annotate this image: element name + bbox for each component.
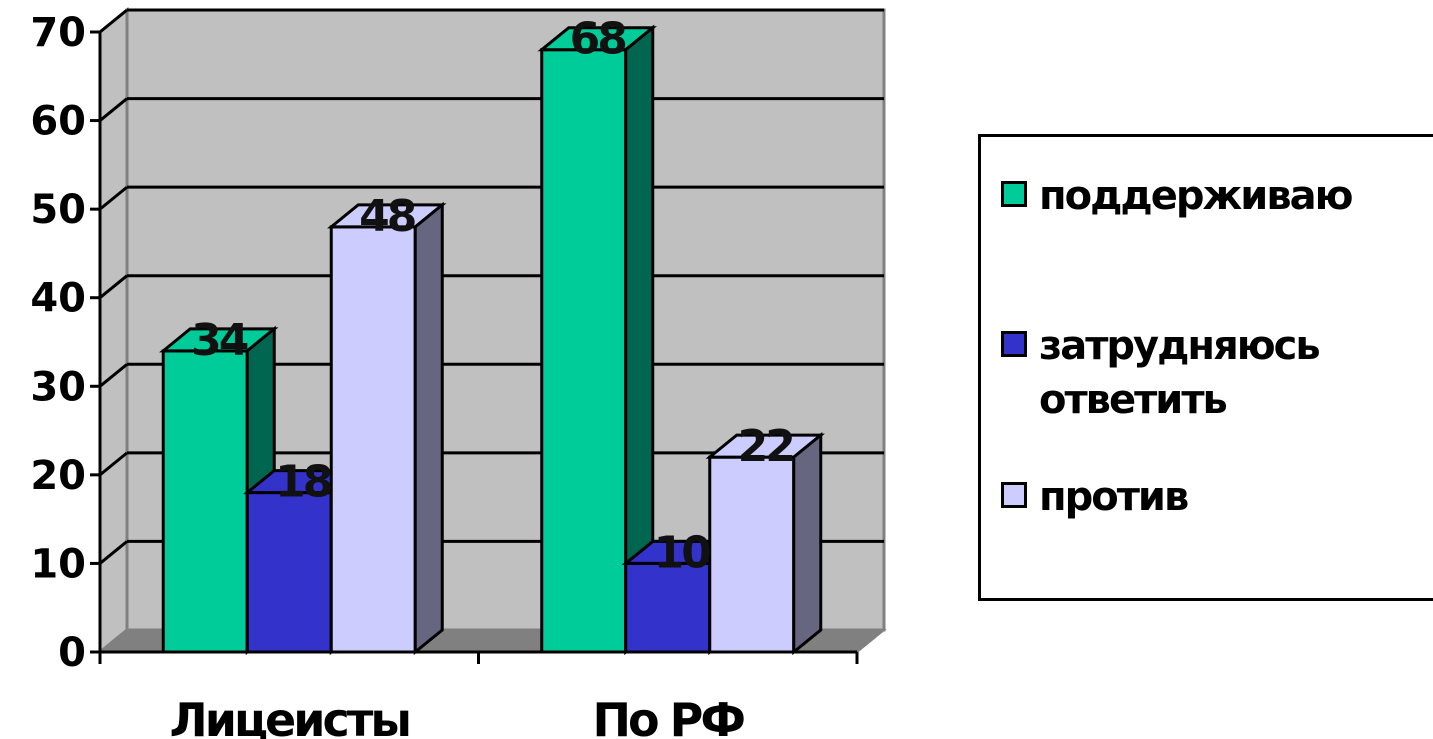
y-tick-label: 40: [30, 276, 86, 322]
x-category-label: Лицеисты: [170, 693, 410, 739]
legend-swatch-against: [1001, 482, 1027, 508]
y-tick-label: 30: [30, 364, 86, 410]
bar-side: [413, 201, 444, 656]
data-label: 22: [738, 421, 793, 472]
x-axis: Лицеисты По РФ: [98, 650, 859, 739]
y-axis: 0 10 20 30 40 50 60 70: [30, 10, 102, 676]
gridline-side: [99, 8, 128, 34]
gridline-side: [99, 274, 128, 299]
y-tick-label: 50: [30, 187, 86, 233]
bar-front: [161, 349, 249, 654]
data-label: 48: [359, 191, 415, 242]
y-tick-label: 20: [30, 453, 86, 499]
legend-label-undecided: затрудняюсь ответить: [1039, 323, 1321, 423]
bar-front: [708, 455, 796, 654]
gridline-side: [99, 540, 128, 565]
y-tick-label: 70: [30, 10, 86, 56]
side-wall: [98, 6, 129, 656]
gridline-side: [99, 185, 128, 211]
legend-item-support: поддерживаю: [1001, 169, 1354, 223]
bar-front: [624, 561, 712, 654]
gridline-side: [99, 97, 128, 122]
gridline-side: [99, 363, 128, 388]
data-label: 18: [275, 457, 331, 508]
bar-front: [540, 48, 628, 654]
gridline-side: [99, 451, 128, 477]
legend-item-undecided: затрудняюсь ответить: [1001, 319, 1369, 427]
bar-side: [792, 431, 823, 656]
legend-label-against: против: [1039, 474, 1189, 520]
data-label: 68: [570, 14, 626, 65]
bar: [327, 201, 447, 656]
data-label: 34: [191, 315, 248, 366]
legend-label-support: поддерживаю: [1039, 173, 1354, 219]
legend: поддерживаю затрудняюсь ответить против: [978, 134, 1433, 601]
bars: [159, 24, 825, 656]
bar-front: [245, 491, 333, 654]
y-tick-label: 60: [30, 99, 86, 145]
bar-front: [329, 225, 417, 654]
x-category-label: По РФ: [593, 693, 745, 739]
legend-item-against: против: [1001, 470, 1189, 524]
bar: [705, 431, 825, 656]
y-tick-label: 0: [58, 630, 86, 676]
y-tick-label: 10: [30, 541, 86, 587]
data-label: 10: [654, 527, 711, 578]
legend-swatch-support: [1001, 181, 1027, 207]
data-labels: 34 18 48 68 10 22: [191, 14, 796, 579]
legend-swatch-undecided: [1001, 331, 1027, 357]
